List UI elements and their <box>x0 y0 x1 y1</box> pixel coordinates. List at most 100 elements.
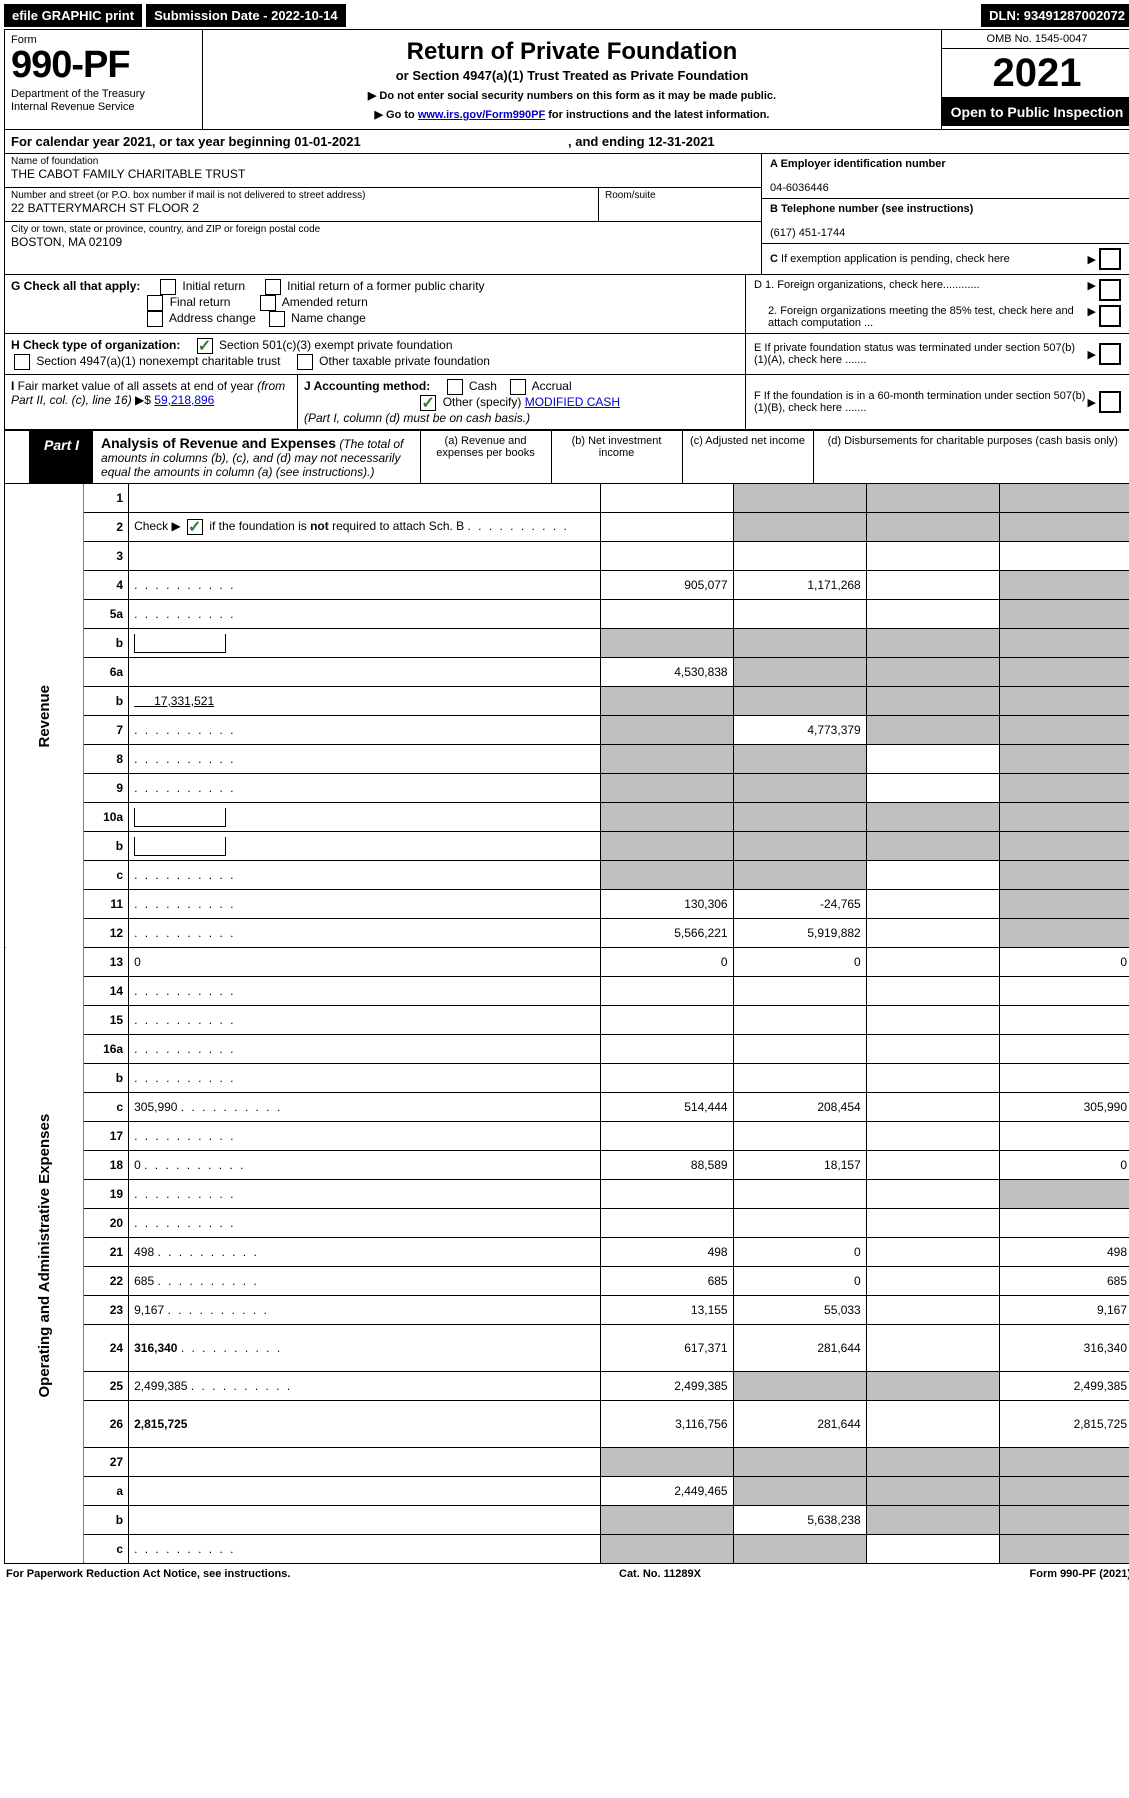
amount-d <box>999 1122 1129 1151</box>
c-checkbox[interactable] <box>1099 248 1121 270</box>
line-description <box>129 1506 600 1535</box>
amount-b <box>733 1477 866 1506</box>
amount-b <box>733 1006 866 1035</box>
line-number: 24 <box>84 1325 129 1372</box>
amount-a <box>600 600 733 629</box>
g-amended-checkbox[interactable] <box>260 295 276 311</box>
dept-treasury: Department of the Treasury <box>11 88 145 100</box>
e-checkbox[interactable] <box>1099 343 1121 365</box>
amount-a <box>600 716 733 745</box>
amount-d <box>999 658 1129 687</box>
form990pf-link[interactable]: www.irs.gov/Form990PF <box>418 109 545 121</box>
amount-d: 0 <box>999 948 1129 977</box>
line-description <box>129 977 600 1006</box>
amount-c <box>866 1401 999 1448</box>
amount-b: 281,644 <box>733 1401 866 1448</box>
amount-d <box>999 1209 1129 1238</box>
d2-checkbox[interactable] <box>1099 305 1121 327</box>
j-other-checkbox[interactable] <box>420 395 436 411</box>
amount-d <box>999 629 1129 658</box>
revenue-side-label: Revenue <box>5 484 84 948</box>
h-other-checkbox[interactable] <box>297 354 313 370</box>
amount-b: 55,033 <box>733 1296 866 1325</box>
amount-d <box>999 774 1129 803</box>
line-description <box>129 803 600 832</box>
phone-label: B Telephone number (see instructions) <box>770 203 973 215</box>
foundation-name: THE CABOT FAMILY CHARITABLE TRUST <box>11 167 755 181</box>
line-number: 6a <box>84 658 129 687</box>
line-description: 2,499,385 <box>129 1372 600 1401</box>
j-cash-checkbox[interactable] <box>447 379 463 395</box>
amount-b: -24,765 <box>733 890 866 919</box>
amount-b: 0 <box>733 1267 866 1296</box>
foundation-address: 22 BATTERYMARCH ST FLOOR 2 <box>11 201 592 215</box>
amount-b: 0 <box>733 948 866 977</box>
amount-d <box>999 890 1129 919</box>
line-number: 17 <box>84 1122 129 1151</box>
amount-d: 305,990 <box>999 1093 1129 1122</box>
amount-b: 5,919,882 <box>733 919 866 948</box>
amount-c <box>866 890 999 919</box>
amount-c <box>866 629 999 658</box>
f-checkbox[interactable] <box>1099 391 1121 413</box>
d1-label: D 1. Foreign organizations, check here..… <box>754 279 1088 291</box>
amount-c <box>866 1151 999 1180</box>
amount-b: 18,157 <box>733 1151 866 1180</box>
amount-c <box>866 1209 999 1238</box>
amount-c <box>866 1093 999 1122</box>
line-description <box>129 890 600 919</box>
amount-b <box>733 600 866 629</box>
d1-checkbox[interactable] <box>1099 279 1121 301</box>
line-number: b <box>84 1506 129 1535</box>
h-501c3-checkbox[interactable] <box>197 338 213 354</box>
amount-a: 617,371 <box>600 1325 733 1372</box>
amount-c <box>866 948 999 977</box>
amount-b <box>733 1035 866 1064</box>
line-description: 2,815,725 <box>129 1401 600 1448</box>
calendar-year-row: For calendar year 2021, or tax year begi… <box>5 130 1129 154</box>
g-address-checkbox[interactable] <box>147 311 163 327</box>
amount-a: 2,499,385 <box>600 1372 733 1401</box>
amount-d <box>999 1035 1129 1064</box>
amount-b: 4,773,379 <box>733 716 866 745</box>
h-4947-checkbox[interactable] <box>14 354 30 370</box>
col-a-header: (a) Revenue and expenses per books <box>421 431 552 483</box>
line-number: c <box>84 1535 129 1564</box>
line-number: c <box>84 861 129 890</box>
g-final-checkbox[interactable] <box>147 295 163 311</box>
i-fmv-value[interactable]: 59,218,896 <box>154 393 214 407</box>
schb-checkbox[interactable] <box>187 519 203 535</box>
line-number: 11 <box>84 890 129 919</box>
amount-b: 281,644 <box>733 1325 866 1372</box>
efile-label[interactable]: efile GRAPHIC print <box>4 4 142 27</box>
j-accrual-checkbox[interactable] <box>510 379 526 395</box>
line-description <box>129 1064 600 1093</box>
amount-c <box>866 745 999 774</box>
note2-pre: ▶ Go to <box>375 109 418 121</box>
amount-a <box>600 687 733 716</box>
calyear-mid: , and ending <box>568 134 648 149</box>
topbar: efile GRAPHIC print Submission Date - 20… <box>4 4 1129 27</box>
j-other-value[interactable]: MODIFIED CASH <box>525 395 620 409</box>
amount-b <box>733 484 866 513</box>
amount-d <box>999 1064 1129 1093</box>
amount-d: 685 <box>999 1267 1129 1296</box>
line-number: 27 <box>84 1448 129 1477</box>
line-description <box>129 600 600 629</box>
col-b-header: (b) Net investment income <box>552 431 683 483</box>
dept-irs: Internal Revenue Service <box>11 101 135 113</box>
amount-b <box>733 803 866 832</box>
g-initial-former-checkbox[interactable] <box>265 279 281 295</box>
amount-a <box>600 1506 733 1535</box>
room-label: Room/suite <box>605 190 755 201</box>
amount-c <box>866 832 999 861</box>
amount-d <box>999 542 1129 571</box>
g-name-checkbox[interactable] <box>269 311 285 327</box>
line-description <box>129 774 600 803</box>
amount-d: 2,499,385 <box>999 1372 1129 1401</box>
line-number: 3 <box>84 542 129 571</box>
line-description <box>129 745 600 774</box>
city-label: City or town, state or province, country… <box>11 224 755 235</box>
g-initial-checkbox[interactable] <box>160 279 176 295</box>
amount-d <box>999 600 1129 629</box>
